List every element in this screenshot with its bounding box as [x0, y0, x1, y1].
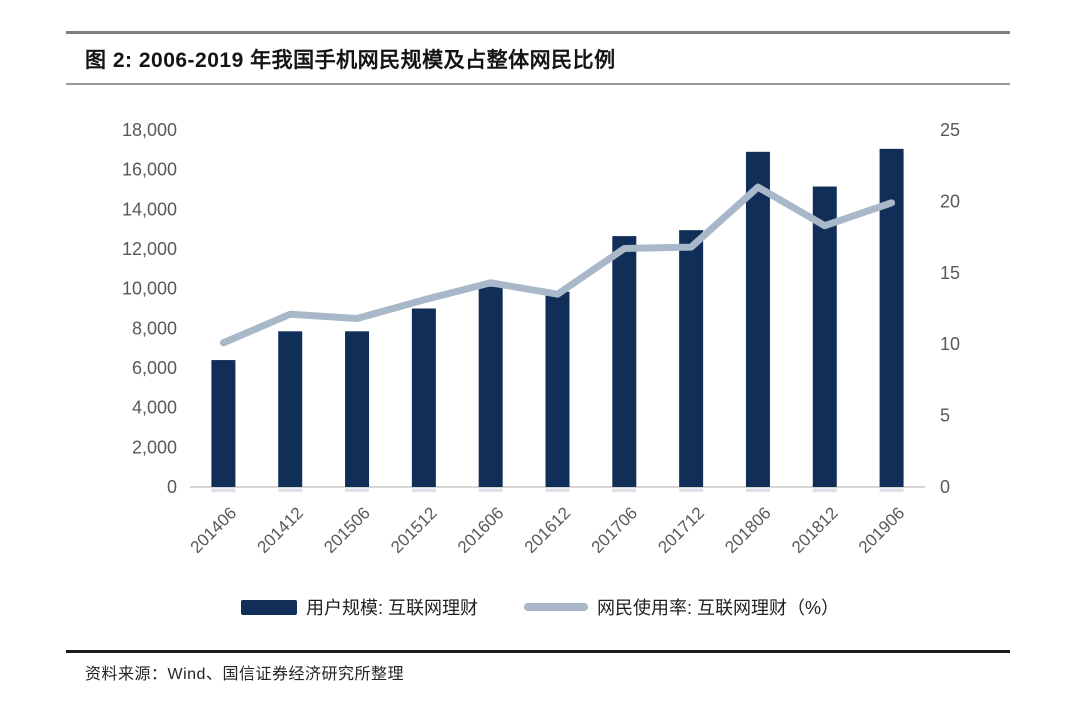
x-axis-label: 201406	[187, 503, 241, 557]
bar-reflection	[612, 488, 637, 492]
bar-201506	[345, 331, 370, 487]
x-axis-label: 201512	[387, 503, 441, 557]
line-series-swatch-icon	[524, 603, 588, 611]
bar-reflection	[879, 488, 904, 492]
bar-201406	[211, 360, 236, 487]
bar-201612	[545, 291, 570, 487]
legend-label-user-scale: 用户规模: 互联网理财	[305, 598, 478, 618]
combo-bar-line-chart: 0 2,000 4,000 6,000 8,000 10,000 12,000 14,000 1…	[122, 120, 960, 557]
left-axis-tick: 18,000	[122, 120, 177, 140]
left-axis-tick: 12,000	[122, 239, 177, 259]
bar-reflection	[745, 488, 770, 492]
legend-item-usage-rate: 网民使用率: 互联网理财（%）	[524, 594, 839, 620]
bar-reflection	[812, 488, 837, 492]
legend-item-user-scale: 用户规模: 互联网理财	[240, 594, 478, 620]
bar-reflection	[478, 488, 503, 492]
left-axis-tick: 6,000	[132, 358, 177, 378]
legend-label-usage-rate: 网民使用率: 互联网理财（%）	[597, 598, 840, 618]
right-axis-tick: 5	[940, 406, 950, 426]
chart-legend: 用户规模: 互联网理财 网民使用率: 互联网理财（%）	[0, 594, 1080, 620]
left-axis-tick: 2,000	[132, 437, 177, 457]
bar-201812	[812, 186, 837, 487]
source-note: 资料来源：Wind、国信证券经济研究所整理	[85, 666, 404, 683]
right-axis-tick: 0	[940, 477, 950, 497]
right-axis-tick: 15	[940, 263, 960, 283]
bar-reflection	[411, 488, 436, 492]
left-axis-tick: 4,000	[132, 398, 177, 418]
footer-divider	[66, 650, 1010, 653]
left-axis-tick: 0	[167, 477, 177, 497]
bar-201706	[612, 236, 637, 487]
left-axis-tick: 16,000	[122, 160, 177, 180]
bar-reflection	[211, 488, 236, 492]
bar-201712	[679, 230, 704, 488]
bar-series-swatch-icon	[240, 599, 297, 615]
x-axis-label: 201906	[855, 503, 909, 557]
x-axis-label: 201412	[254, 503, 308, 557]
bar-reflection	[345, 488, 370, 492]
x-axis-label: 201706	[588, 503, 642, 557]
x-axis-label: 201806	[721, 503, 775, 557]
top-divider	[66, 31, 1010, 34]
figure-title: 图 2: 2006-2019 年我国手机网民规模及占整体网民比例	[85, 49, 616, 72]
left-axis-tick: 10,000	[122, 279, 177, 299]
x-axis-label: 201712	[654, 503, 708, 557]
bar-201512	[411, 308, 436, 487]
bar-reflection	[278, 488, 303, 492]
bar-201806	[745, 151, 770, 488]
bar-reflection	[679, 488, 704, 492]
bar-201606	[478, 286, 503, 487]
x-axis-label: 201612	[521, 503, 575, 557]
right-axis-tick: 10	[940, 334, 960, 354]
right-axis-tick: 25	[940, 120, 960, 140]
right-axis-tick: 20	[940, 191, 960, 211]
x-axis-label: 201812	[788, 503, 842, 557]
left-axis-tick: 8,000	[132, 318, 177, 338]
usage-rate-line	[219, 183, 896, 347]
title-divider	[66, 83, 1010, 85]
left-axis-tick: 14,000	[122, 199, 177, 219]
bar-reflection	[545, 488, 570, 492]
x-axis-label: 201506	[320, 503, 374, 557]
x-axis-label: 201606	[454, 503, 508, 557]
bar-201412	[278, 331, 303, 487]
